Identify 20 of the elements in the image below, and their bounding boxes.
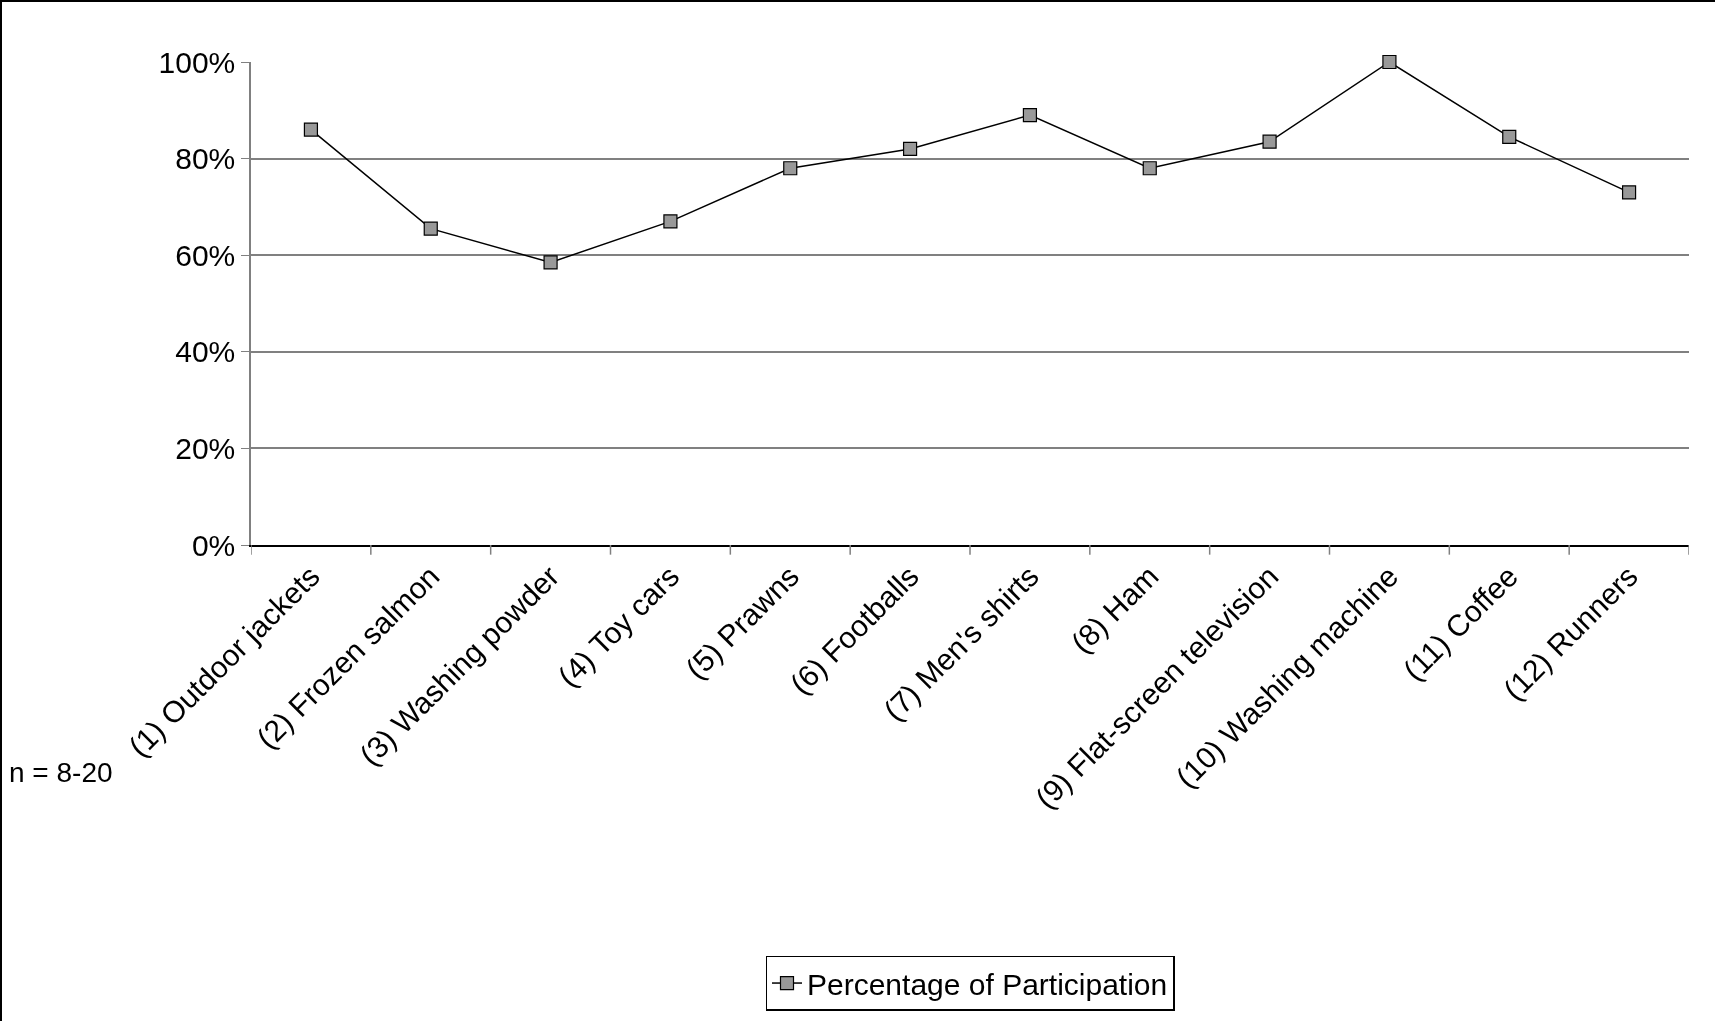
y-tick-label: 80% [175,142,236,176]
y-tick-label: 60% [175,238,236,272]
point [423,221,438,236]
point [1621,185,1637,200]
point [1262,134,1277,149]
point [303,122,319,137]
y-tick-label: 20% [175,431,236,465]
point [783,161,798,176]
point [1382,54,1397,70]
point [902,141,918,157]
point [1142,161,1157,176]
y-tick-label: 0% [191,528,236,562]
point [1502,129,1517,144]
point [1022,108,1038,123]
point [663,214,678,229]
y-tick-label: 100% [158,45,236,79]
legend-label: Percentage of Participation [807,967,1168,1001]
point [543,255,558,270]
text: n = 8-20 [9,757,113,788]
y-tick-label: 40% [175,335,236,369]
